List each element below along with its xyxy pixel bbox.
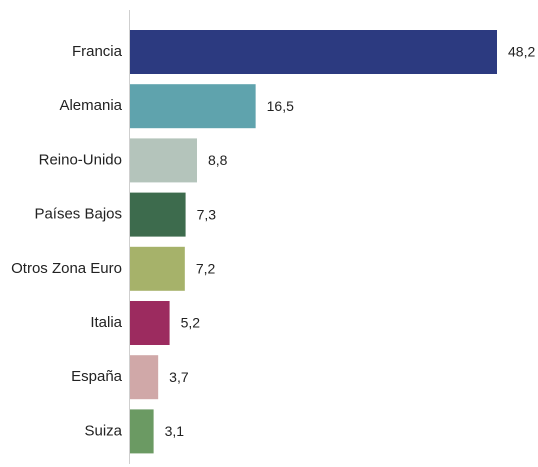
value-labels-group: 48,2 16,5 8,8 7,3 7,2 5,2 3,7 3,1 [165, 44, 536, 439]
bar-espana [130, 355, 159, 400]
value-label-espana: 3,7 [169, 369, 189, 385]
category-label-espana: España [71, 368, 123, 385]
category-label-otros-zona-euro: Otros Zona Euro [11, 260, 122, 277]
bar-alemania [130, 84, 256, 129]
value-label-paises-bajos: 7,3 [197, 206, 217, 222]
category-label-paises-bajos: Países Bajos [34, 206, 122, 223]
bar-francia [130, 30, 497, 74]
bar-suiza [130, 409, 154, 454]
category-label-reino-unido: Reino-Unido [39, 151, 122, 168]
value-label-suiza: 3,1 [165, 423, 185, 439]
bar-reino-unido [130, 138, 198, 183]
category-label-alemania: Alemania [59, 97, 122, 114]
category-label-italia: Italia [90, 314, 122, 331]
value-label-reino-unido: 8,8 [208, 152, 228, 168]
category-label-suiza: Suiza [84, 422, 122, 439]
value-label-alemania: 16,5 [267, 98, 294, 114]
value-label-italia: 5,2 [181, 315, 201, 331]
bars-group [130, 30, 497, 454]
category-label-francia: Francia [72, 43, 123, 60]
bar-paises-bajos [130, 192, 186, 237]
value-label-francia: 48,2 [508, 44, 535, 60]
bar-italia [130, 301, 170, 345]
bar-otros-zona-euro [130, 246, 185, 291]
category-labels-group: Francia Alemania Reino-Unido Países Bajos Ot… [11, 43, 123, 439]
value-label-otros-zona-euro: 7,2 [196, 261, 216, 277]
